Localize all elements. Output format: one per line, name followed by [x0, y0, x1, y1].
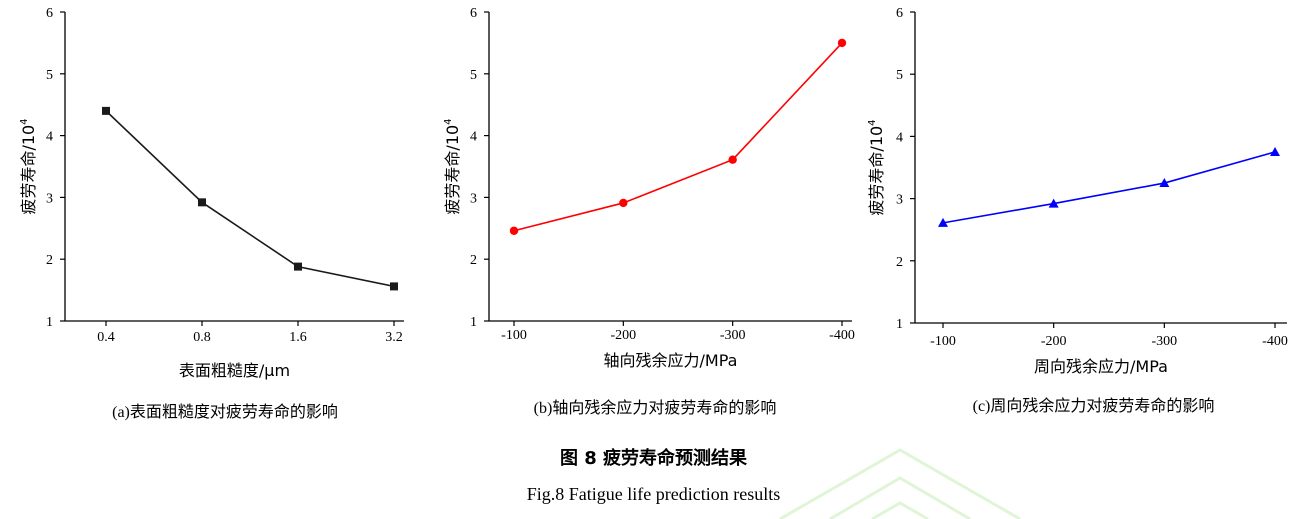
chart-a: 1 2 3 4 5 6 0.4 0.8 1.6 3.2 表面粗糙度/μm 疲劳寿命/104: [19, 6, 404, 380]
caption-chart-c: (c)周向残余应力对疲劳寿命的影响: [972, 398, 1215, 415]
data-point-circle: [509, 226, 519, 235]
chart-c: 1 2 3 4 5 6 -100 -200 -300 -400 周向残余应力/MPa 疲劳寿命/104: [867, 6, 1288, 376]
y-axis-label: 疲劳寿命/104: [19, 118, 38, 214]
data-point-circle: [619, 198, 628, 208]
y-tick-label: 1: [470, 315, 477, 330]
x-tick-label: 3.2: [385, 330, 403, 345]
x-tick-label: 1.6: [289, 330, 307, 345]
data-point-square: [198, 198, 206, 207]
x-axis-label: 轴向残余应力/MPa: [604, 351, 738, 370]
caption-chart-b: (b)轴向残余应力对疲劳寿命的影响: [533, 400, 777, 417]
y-tick-label: 1: [46, 315, 53, 330]
x-tick-label: -400: [1262, 334, 1288, 349]
data-point-square: [390, 282, 398, 291]
data-point-triangle: [1159, 178, 1170, 188]
y-tick-label: 5: [470, 68, 477, 83]
data-point-triangle: [1048, 198, 1059, 208]
y-tick-label: 4: [470, 130, 477, 145]
data-point-triangle: [1270, 146, 1280, 156]
x-tick-label: -100: [930, 334, 956, 349]
y-tick-label: 6: [470, 6, 477, 21]
x-tick-label: -400: [829, 328, 855, 343]
data-point-circle: [728, 155, 737, 164]
x-tick-label: 0.4: [97, 330, 115, 345]
x-tick-label: -200: [1041, 334, 1067, 349]
series-line: [105, 110, 395, 288]
y-tick-label: 5: [896, 68, 903, 83]
caption-chart-a: (a)表面粗糙度对疲劳寿命的影响: [112, 404, 338, 421]
x-axis-label: 周向残余应力/MPa: [1034, 357, 1168, 376]
x-tick-label: 0.8: [193, 330, 211, 345]
y-tick-label: 5: [46, 68, 53, 83]
y-tick-label: 2: [896, 255, 903, 270]
y-axis-label: 疲劳寿命/104: [443, 118, 462, 214]
data-point-square: [294, 262, 302, 271]
chart-b: 1 2 3 4 5 6 -100 -200 -300 -400 轴向残余应力/MPa 疲劳寿命/104: [443, 6, 855, 370]
x-tick-label: -200: [610, 328, 636, 343]
y-tick-label: 4: [46, 130, 53, 145]
x-tick-label: -100: [501, 328, 527, 343]
y-tick-label: 3: [470, 191, 477, 206]
data-point-circle: [837, 38, 847, 48]
y-tick-label: 3: [896, 193, 903, 208]
y-tick-label: 6: [896, 6, 903, 21]
data-point-square: [102, 106, 110, 115]
y-tick-label: 2: [46, 253, 53, 268]
y-tick-label: 4: [896, 130, 903, 145]
y-tick-label: 2: [470, 253, 477, 268]
x-axis-label: 表面粗糙度/μm: [179, 361, 290, 380]
y-tick-label: 3: [46, 191, 53, 206]
data-point-triangle: [938, 217, 948, 227]
figure-title-chinese: 图 8 疲劳寿命预测结果: [559, 448, 748, 469]
y-axis-label: 疲劳寿命/104: [867, 119, 886, 215]
y-tick-label: 6: [46, 6, 53, 21]
x-tick-label: -300: [1151, 334, 1177, 349]
series-line: [942, 151, 1276, 224]
series-line: [513, 42, 843, 232]
x-tick-label: -300: [720, 328, 746, 343]
figure-title-english: Fig.8 Fatigue life prediction results: [526, 484, 781, 504]
y-tick-label: 1: [896, 317, 903, 332]
